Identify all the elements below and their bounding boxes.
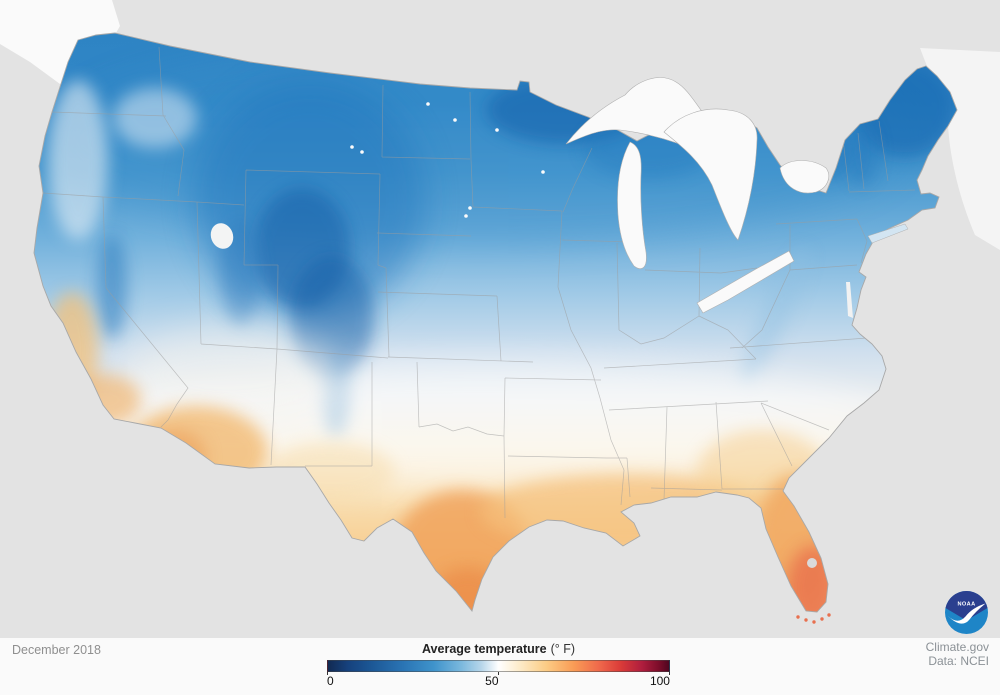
lake-erie <box>696 250 795 314</box>
source-data: Data: NCEI <box>928 654 989 668</box>
noaa-seagull-icon <box>947 603 986 624</box>
noaa-logo-kite <box>945 591 988 621</box>
temperature-region-blob <box>120 325 340 425</box>
colorbar-tick-0 <box>327 672 328 675</box>
chesapeake-bay <box>846 282 853 318</box>
map-date-label: December 2018 <box>12 643 101 657</box>
lake-okeechobee <box>807 558 817 568</box>
temperature-region-blob <box>740 246 810 384</box>
temperature-region-blob <box>97 235 127 339</box>
small-lake-dot <box>468 206 472 210</box>
colorbar-ticks <box>327 672 670 675</box>
florida-keys-island <box>796 615 800 619</box>
legend-title-text: Average temperature <box>421 642 547 656</box>
small-lakes <box>350 102 545 218</box>
temperature-legend: Average temperature (° F) 0 50 100 <box>327 641 670 688</box>
colorbar-tick-100 <box>669 672 670 675</box>
temperature-region-blob <box>48 80 108 240</box>
source-credits: Climate.gov Data: NCEI <box>926 640 989 668</box>
great-salt-lake <box>210 223 234 249</box>
florida-keys-island <box>804 618 808 622</box>
florida-keys-island <box>827 613 831 617</box>
colorbar-tick-50 <box>498 672 499 675</box>
small-lake-dot <box>426 102 430 106</box>
lake-michigan <box>617 141 647 269</box>
noaa-logo-text: NOAA <box>957 602 975 608</box>
small-lake-dot <box>541 170 545 174</box>
source-site: Climate.gov <box>925 640 989 654</box>
noaa-logo: NOAA <box>945 591 988 634</box>
temperature-region-blob <box>113 88 197 148</box>
colorbar-label-max: 100 <box>649 674 670 688</box>
lake-ontario <box>779 160 829 194</box>
colorbar-label-mid: 50 <box>485 674 499 688</box>
florida-keys <box>796 613 831 624</box>
colorbar-label-min: 0 <box>327 674 334 688</box>
small-lake-dot <box>464 214 468 218</box>
state-borders <box>42 46 916 519</box>
small-lake-dot <box>495 128 499 132</box>
colorbar-labels: 0 50 100 <box>327 675 670 688</box>
long-island <box>867 223 909 244</box>
lake-huron <box>663 108 758 241</box>
florida-keys-island <box>820 617 824 621</box>
small-lake-dot <box>360 150 364 154</box>
small-lake-dot <box>453 118 457 122</box>
florida-keys-island <box>812 620 816 624</box>
legend-units: (° F) <box>550 642 576 656</box>
legend-title: Average temperature (° F) <box>327 641 670 657</box>
temperature-colorbar <box>327 660 670 672</box>
temperature-region-blob <box>846 118 878 186</box>
small-lake-dot <box>350 145 354 149</box>
